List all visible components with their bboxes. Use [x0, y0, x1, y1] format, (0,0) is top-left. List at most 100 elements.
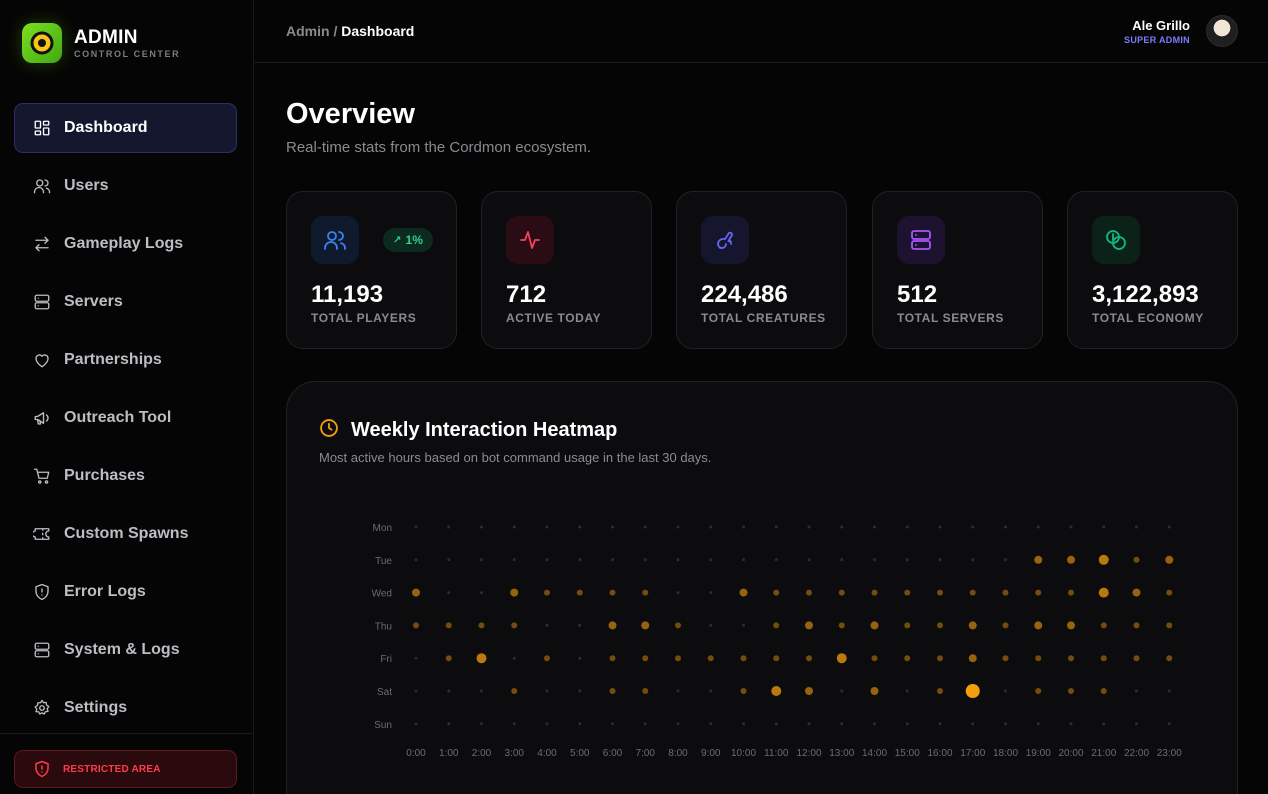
heatmap-cell[interactable]	[512, 722, 516, 726]
heatmap-cell[interactable]	[510, 588, 519, 597]
heatmap-cell[interactable]	[1004, 525, 1007, 529]
heatmap-cell[interactable]	[643, 525, 647, 529]
sidebar-item-system-logs[interactable]: System & Logs	[14, 625, 237, 675]
heatmap-cell[interactable]	[676, 525, 680, 529]
heatmap-cell[interactable]	[611, 558, 614, 562]
heatmap-cell[interactable]	[709, 525, 713, 529]
heatmap-cell[interactable]	[611, 722, 614, 726]
heatmap-cell[interactable]	[545, 722, 549, 726]
heatmap-cell[interactable]	[676, 722, 680, 726]
heatmap-cell[interactable]	[609, 655, 616, 662]
heatmap-cell[interactable]	[905, 722, 909, 726]
heatmap-cell[interactable]	[578, 656, 582, 660]
heatmap-cell[interactable]	[1166, 589, 1173, 596]
heatmap-cell[interactable]	[1135, 525, 1138, 529]
heatmap-cell[interactable]	[740, 655, 747, 662]
heatmap-cell[interactable]	[836, 653, 847, 664]
heatmap-cell[interactable]	[1102, 722, 1106, 726]
heatmap-cell[interactable]	[1004, 558, 1007, 562]
heatmap-cell[interactable]	[480, 722, 483, 726]
heatmap-cell[interactable]	[709, 558, 713, 562]
heatmap-cell[interactable]	[1133, 655, 1140, 662]
heatmap-cell[interactable]	[1165, 555, 1174, 564]
heatmap-cell[interactable]	[641, 621, 650, 630]
heatmap-cell[interactable]	[1068, 589, 1074, 596]
heatmap-cell[interactable]	[871, 589, 878, 596]
heatmap-cell[interactable]	[1036, 722, 1040, 726]
heatmap-cell[interactable]	[870, 621, 879, 630]
heatmap-cell[interactable]	[774, 525, 778, 529]
heatmap-cell[interactable]	[937, 688, 943, 694]
heatmap-cell[interactable]	[676, 689, 680, 693]
heatmap-cell[interactable]	[1166, 622, 1173, 629]
heatmap-cell[interactable]	[965, 684, 980, 698]
heatmap-cell[interactable]	[807, 525, 811, 529]
heatmap-cell[interactable]	[414, 558, 418, 562]
sidebar-item-outreach-tool[interactable]: Outreach Tool	[14, 393, 237, 443]
heatmap-cell[interactable]	[870, 687, 879, 695]
heatmap-cell[interactable]	[1135, 722, 1138, 726]
heatmap-cell[interactable]	[1036, 525, 1040, 529]
heatmap-cell[interactable]	[480, 558, 483, 562]
heatmap-cell[interactable]	[873, 525, 876, 529]
heatmap-cell[interactable]	[840, 525, 844, 529]
heatmap-cell[interactable]	[742, 558, 745, 562]
heatmap-cell[interactable]	[707, 655, 714, 662]
heatmap-cell[interactable]	[873, 722, 876, 726]
heatmap-cell[interactable]	[971, 558, 975, 562]
heatmap-cell[interactable]	[1069, 722, 1073, 726]
heatmap-cell[interactable]	[773, 589, 780, 596]
heatmap-cell[interactable]	[739, 588, 748, 597]
heatmap-cell[interactable]	[840, 722, 844, 726]
heatmap-cell[interactable]	[545, 558, 549, 562]
heatmap-cell[interactable]	[1004, 722, 1007, 726]
heatmap-cell[interactable]	[971, 722, 975, 726]
heatmap-cell[interactable]	[609, 589, 616, 596]
heatmap-cell[interactable]	[1098, 554, 1109, 565]
heatmap-cell[interactable]	[709, 623, 713, 627]
heatmap-cell[interactable]	[609, 688, 616, 694]
avatar[interactable]	[1206, 15, 1238, 47]
heatmap-cell[interactable]	[773, 622, 780, 629]
heatmap-cell[interactable]	[742, 525, 745, 529]
heatmap-cell[interactable]	[545, 689, 549, 693]
heatmap-cell[interactable]	[445, 622, 452, 629]
heatmap-cell[interactable]	[642, 589, 649, 596]
sidebar-item-custom-spawns[interactable]: Custom Spawns	[14, 509, 237, 559]
heatmap-cell[interactable]	[414, 722, 418, 726]
heatmap-cell[interactable]	[611, 525, 614, 529]
heatmap-cell[interactable]	[1002, 589, 1009, 596]
heatmap-cell[interactable]	[544, 589, 550, 596]
heatmap-cell[interactable]	[1034, 555, 1043, 564]
heatmap-cell[interactable]	[447, 591, 451, 595]
heatmap-cell[interactable]	[511, 688, 518, 694]
heatmap-cell[interactable]	[1034, 621, 1043, 630]
heatmap-cell[interactable]	[642, 655, 649, 662]
heatmap-cell[interactable]	[1068, 688, 1074, 694]
heatmap-cell[interactable]	[938, 525, 942, 529]
heatmap-cell[interactable]	[904, 589, 911, 596]
heatmap-cell[interactable]	[1069, 525, 1073, 529]
heatmap-cell[interactable]	[413, 622, 419, 629]
heatmap-cell[interactable]	[545, 623, 549, 627]
sidebar-item-dashboard[interactable]: Dashboard	[14, 103, 237, 153]
heatmap-cell[interactable]	[938, 722, 942, 726]
heatmap-cell[interactable]	[937, 655, 943, 662]
heatmap-cell[interactable]	[1102, 525, 1106, 529]
heatmap-cell[interactable]	[1100, 688, 1107, 694]
heatmap-cell[interactable]	[1002, 622, 1009, 629]
heatmap-cell[interactable]	[578, 525, 582, 529]
heatmap-cell[interactable]	[643, 722, 647, 726]
heatmap-cell[interactable]	[1100, 622, 1107, 629]
sidebar-item-users[interactable]: Users	[14, 161, 237, 211]
heatmap-cell[interactable]	[1035, 655, 1042, 662]
heatmap-cell[interactable]	[544, 655, 550, 662]
sidebar-item-gameplay-logs[interactable]: Gameplay Logs	[14, 219, 237, 269]
heatmap-cell[interactable]	[1166, 655, 1173, 662]
heatmap-cell[interactable]	[578, 623, 582, 627]
heatmap-cell[interactable]	[709, 689, 713, 693]
heatmap-cell[interactable]	[676, 558, 680, 562]
heatmap-cell[interactable]	[480, 525, 483, 529]
heatmap-cell[interactable]	[1098, 587, 1109, 598]
heatmap-cell[interactable]	[480, 591, 483, 595]
